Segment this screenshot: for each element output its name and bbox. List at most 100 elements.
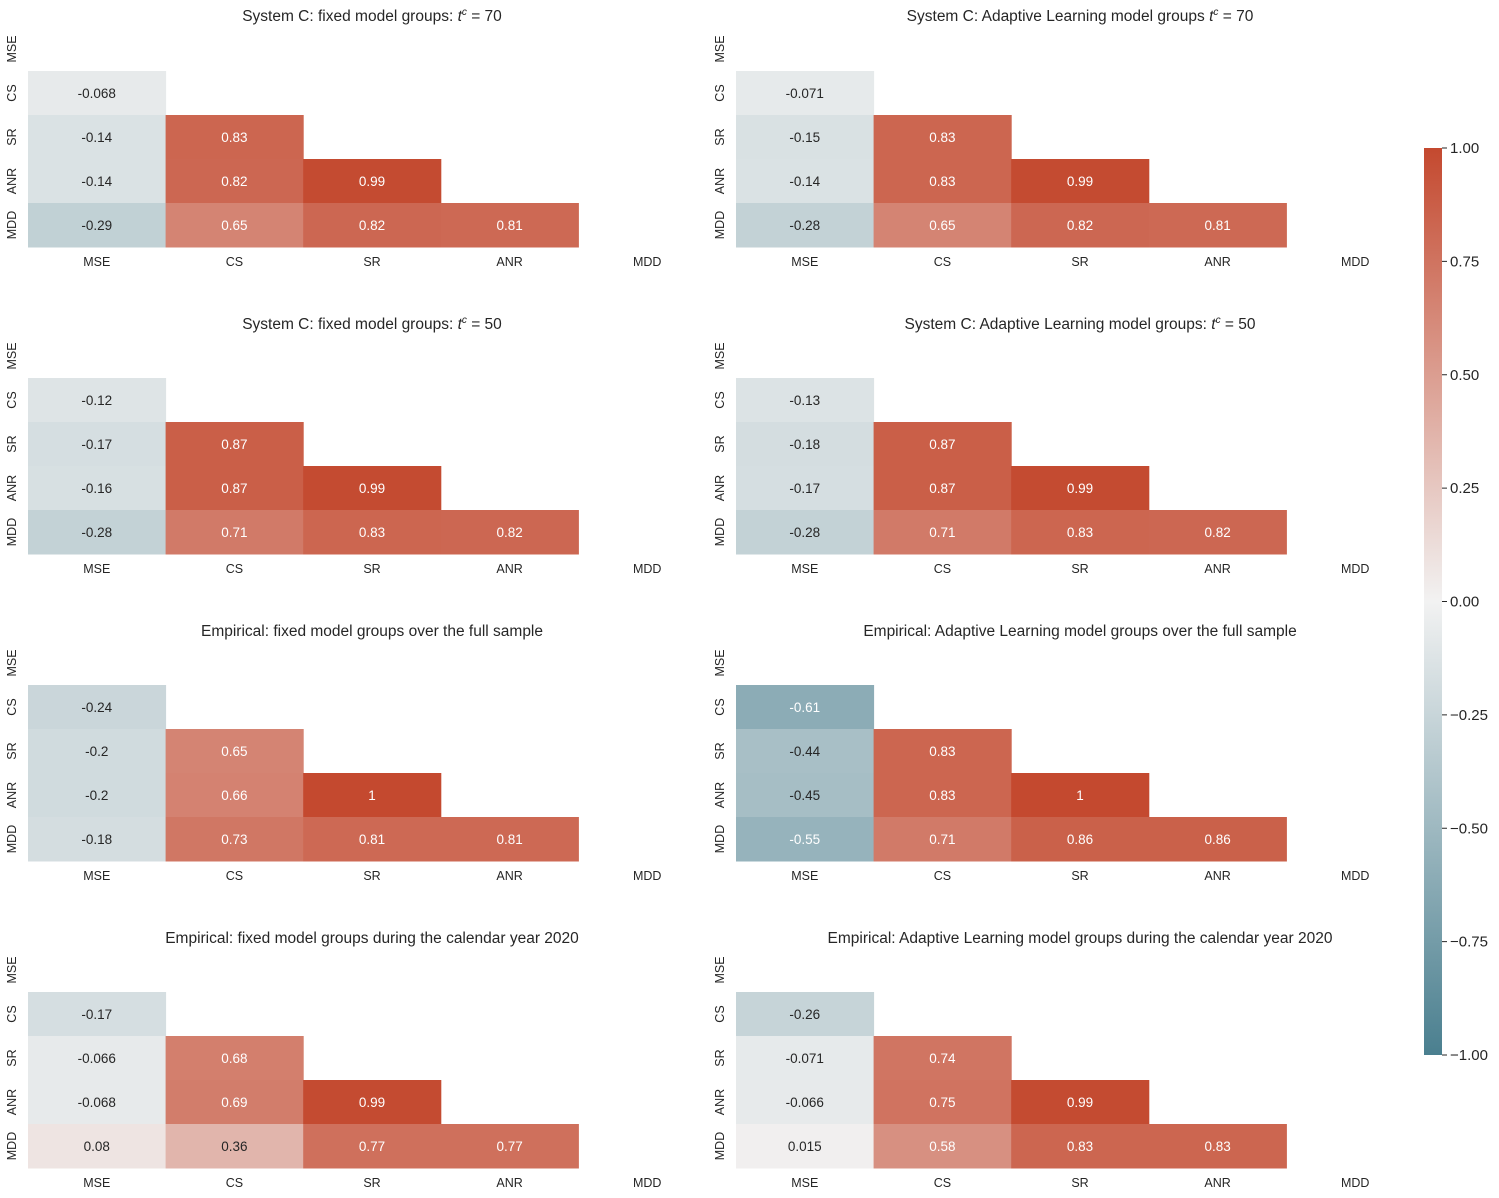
heatmap-cell-SR-CS	[165, 422, 304, 467]
heatmap-cell-MDD-CS	[165, 1124, 304, 1169]
cell-value-label: -0.16	[81, 481, 112, 496]
cell-value-label: -0.14	[81, 174, 112, 189]
heatmap-cell-SR-CS	[165, 1036, 304, 1081]
heatmap-cell-ANR-MSE	[736, 466, 875, 511]
x-tick-label: ANR	[496, 1176, 522, 1190]
heatmap-cell-MDD-SR	[303, 1124, 442, 1169]
cell-value-label: 0.82	[1204, 525, 1230, 540]
x-tick-label: ANR	[1204, 869, 1230, 883]
colorbar-gradient	[1424, 148, 1442, 1055]
heatmap-cell-ANR-CS	[165, 159, 304, 204]
heatmap-cell-MDD-CS	[873, 510, 1012, 555]
panel-title: Empirical: Adaptive Learning model group…	[828, 930, 1333, 947]
x-tick-label: SR	[1071, 255, 1088, 269]
cell-value-label: -0.18	[789, 437, 820, 452]
cell-value-label: -0.14	[789, 174, 820, 189]
x-tick-label: CS	[934, 1176, 951, 1190]
heatmap-cell-ANR-MSE	[736, 773, 875, 818]
cell-value-label: 0.73	[221, 832, 247, 847]
heatmap-cell-SR-CS	[165, 729, 304, 774]
y-tick-label: SR	[713, 435, 727, 452]
cell-value-label: 0.82	[221, 174, 247, 189]
y-tick-label: CS	[5, 84, 19, 101]
y-tick-label: MSE	[5, 35, 19, 62]
y-tick-label: CS	[713, 698, 727, 715]
heatmap-cell-SR-CS	[873, 422, 1012, 467]
cell-value-label: 0.86	[1067, 832, 1093, 847]
colorbar-tick-label: 1.00	[1450, 140, 1479, 157]
cell-value-label: 0.77	[359, 1139, 385, 1154]
heatmap-cell-CS-MSE	[736, 378, 875, 423]
y-tick-label: SR	[5, 128, 19, 145]
heatmap-cell-SR-MSE	[28, 729, 167, 774]
cell-value-label: 0.69	[221, 1095, 247, 1110]
heatmap-cell-MDD-SR	[303, 203, 442, 248]
heatmap-cell-MDD-SR	[303, 817, 442, 862]
y-tick-label: SR	[5, 742, 19, 759]
cell-value-label: -0.61	[789, 700, 820, 715]
cell-value-label: -0.2	[85, 788, 108, 803]
cell-value-label: 0.83	[1067, 1139, 1093, 1154]
x-tick-label: MDD	[633, 1176, 661, 1190]
cell-value-label: 0.75	[929, 1095, 955, 1110]
y-tick-label: MDD	[5, 211, 19, 239]
y-tick-label: MDD	[713, 1132, 727, 1160]
colorbar-tick-label: 0.50	[1450, 367, 1479, 384]
heatmap-cell-ANR-SR	[303, 1080, 442, 1125]
panel-title: Empirical: Adaptive Learning model group…	[863, 623, 1296, 640]
cell-value-label: 0.58	[929, 1139, 955, 1154]
cell-value-label: 0.99	[359, 1095, 385, 1110]
cell-value-label: 0.83	[929, 788, 955, 803]
y-tick-label: ANR	[5, 782, 19, 808]
heatmap-cell-ANR-SR	[1011, 159, 1150, 204]
heatmap-panel-2: System C: Adaptive Learning model groups…	[713, 7, 1369, 269]
heatmap-cell-MDD-MSE	[736, 510, 875, 555]
x-tick-label: MSE	[791, 869, 818, 883]
colorbar-tick-label: −0.50	[1450, 820, 1488, 837]
x-tick-label: MSE	[83, 255, 110, 269]
cell-value-label: -0.45	[789, 788, 820, 803]
colorbar-tick-label: 0.75	[1450, 253, 1479, 270]
heatmap-cell-ANR-SR	[1011, 1080, 1150, 1125]
cell-value-label: -0.068	[78, 1095, 116, 1110]
y-tick-label: CS	[5, 698, 19, 715]
cell-value-label: -0.29	[81, 218, 112, 233]
heatmap-cell-ANR-SR	[303, 466, 442, 511]
cell-value-label: 0.82	[359, 218, 385, 233]
x-tick-label: MSE	[83, 869, 110, 883]
heatmap-cell-SR-MSE	[736, 115, 875, 160]
x-tick-label: CS	[934, 255, 951, 269]
x-tick-label: MDD	[633, 255, 661, 269]
heatmap-cell-MDD-MSE	[28, 817, 167, 862]
x-tick-label: CS	[226, 1176, 243, 1190]
cell-value-label: 0.71	[929, 525, 955, 540]
cell-value-label: -0.17	[81, 1007, 112, 1022]
heatmap-cell-ANR-SR	[303, 159, 442, 204]
heatmap-cell-SR-MSE	[28, 422, 167, 467]
cell-value-label: 0.83	[929, 174, 955, 189]
y-tick-label: CS	[5, 391, 19, 408]
cell-value-label: 0.82	[1067, 218, 1093, 233]
heatmap-cell-SR-MSE	[736, 1036, 875, 1081]
heatmap-panel-6: Empirical: Adaptive Learning model group…	[713, 623, 1369, 883]
heatmap-cell-ANR-SR	[1011, 773, 1150, 818]
x-tick-label: ANR	[1204, 1176, 1230, 1190]
y-tick-label: ANR	[713, 168, 727, 194]
x-tick-label: CS	[226, 869, 243, 883]
heatmap-cell-MDD-CS	[873, 817, 1012, 862]
y-tick-label: MDD	[5, 518, 19, 546]
cell-value-label: 0.86	[1204, 832, 1230, 847]
cell-value-label: -0.13	[789, 393, 820, 408]
x-tick-label: CS	[226, 255, 243, 269]
colorbar-tick-label: 0.00	[1450, 594, 1479, 611]
cell-value-label: 0.81	[496, 832, 522, 847]
heatmap-cell-MDD-CS	[165, 817, 304, 862]
x-tick-label: SR	[363, 1176, 380, 1190]
y-tick-label: SR	[713, 128, 727, 145]
y-tick-label: ANR	[5, 168, 19, 194]
cell-value-label: 0.65	[221, 218, 247, 233]
y-tick-label: MDD	[5, 1132, 19, 1160]
x-tick-label: SR	[1071, 869, 1088, 883]
heatmap-cell-MDD-CS	[165, 203, 304, 248]
heatmap-cell-MDD-ANR	[440, 203, 579, 248]
